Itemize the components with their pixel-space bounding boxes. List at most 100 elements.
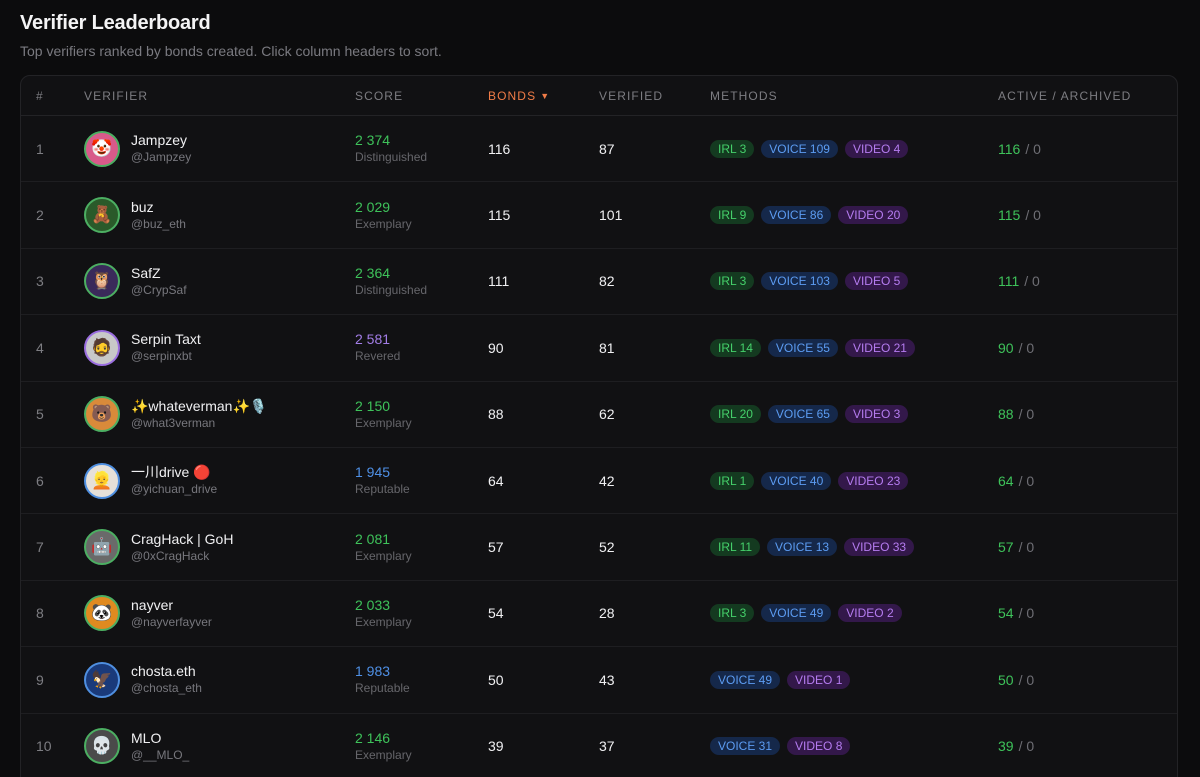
bonds-value: 90 — [488, 339, 504, 356]
verified-value: 101 — [599, 207, 623, 224]
verifier-name: SafZ — [131, 264, 161, 281]
verifier-handle: @buz_eth — [131, 216, 186, 231]
table-row[interactable]: 9 🦅 chosta.eth @chosta_eth 1 983 Reputab… — [21, 647, 1177, 714]
verifier-name: MLO — [131, 729, 162, 746]
irl-badge: IRL 9 — [710, 206, 755, 225]
score-tier: Exemplary — [355, 548, 412, 563]
voice-badge: VOICE 49 — [710, 670, 781, 689]
col-bonds-header[interactable]: BONDS ▼ — [488, 89, 550, 103]
verifier-name: nayver — [131, 596, 174, 613]
score-tier: Reputable — [355, 681, 410, 696]
archived-count: / 0 — [1018, 472, 1035, 489]
verifier-cell[interactable]: 🤖 CragHack | GoH @0xCragHack — [84, 514, 233, 579]
page-title: Verifier Leaderboard — [20, 12, 211, 34]
methods-badges: IRL 3 VOICE 103 VIDEO 5 — [710, 272, 909, 291]
rank: 7 — [36, 539, 44, 556]
col-active-archived-header[interactable]: ACTIVE / ARCHIVED — [998, 89, 1132, 103]
verifier-name: Jampzey — [131, 132, 188, 149]
verifier-cell[interactable]: 🐼 nayver @nayverfayver — [84, 581, 212, 646]
methods-badges: IRL 3 VOICE 49 VIDEO 2 — [710, 604, 902, 623]
score-value: 2 033 — [355, 596, 391, 613]
rank: 3 — [36, 273, 44, 290]
verifier-cell[interactable]: 💀 MLO @__MLO_ — [84, 714, 189, 777]
bonds-value: 54 — [488, 605, 504, 622]
video-badge: VIDEO 33 — [844, 538, 915, 557]
verifier-handle: @chosta_eth — [131, 681, 202, 696]
avatar: 🤖 — [84, 529, 120, 566]
irl-badge: IRL 1 — [710, 471, 755, 490]
rank: 10 — [36, 738, 52, 755]
table-row[interactable]: 10 💀 MLO @__MLO_ 2 146 Exemplary 39 37 V… — [21, 714, 1177, 777]
verifier-handle: @0xCragHack — [131, 548, 210, 563]
score-tier: Distinguished — [355, 150, 428, 165]
avatar: 🐼 — [84, 595, 120, 632]
archived-count: / 0 — [1018, 339, 1035, 356]
irl-badge: IRL 3 — [710, 604, 755, 623]
active-count: 54 — [998, 605, 1014, 622]
verifier-cell[interactable]: 🧔 Serpin Taxt @serpinxbt — [84, 315, 201, 380]
methods-badges: VOICE 31 VIDEO 8 — [710, 737, 851, 756]
verifier-cell[interactable]: 🐻 ✨whateverman✨🎙️ @what3verman — [84, 382, 267, 447]
table-row[interactable]: 5 🐻 ✨whateverman✨🎙️ @what3verman 2 150 E… — [21, 382, 1177, 448]
col-score-header[interactable]: SCORE — [355, 89, 404, 103]
video-badge: VIDEO 1 — [787, 670, 851, 689]
verifier-cell[interactable]: 👱 一川drive 🔴 @yichuan_drive — [84, 448, 217, 513]
table-row[interactable]: 3 🦉 SafZ @CrypSaf 2 364 Distinguished 11… — [21, 249, 1177, 316]
rank: 4 — [36, 339, 44, 356]
voice-badge: VOICE 31 — [710, 737, 781, 756]
bonds-value: 115 — [488, 207, 511, 224]
video-badge: VIDEO 5 — [844, 272, 909, 291]
verifier-cell[interactable]: 🦅 chosta.eth @chosta_eth — [84, 647, 202, 712]
archived-count: / 0 — [1018, 605, 1035, 622]
active-count: 111 — [998, 273, 1020, 290]
verifier-name: ✨whateverman✨🎙️ — [131, 397, 268, 414]
table-row[interactable]: 6 👱 一川drive 🔴 @yichuan_drive 1 945 Reput… — [21, 448, 1177, 515]
irl-badge: IRL 11 — [710, 538, 761, 557]
voice-badge: VOICE 65 — [767, 405, 838, 424]
bonds-value: 116 — [488, 140, 511, 157]
verifier-name: CragHack | GoH — [131, 530, 234, 547]
col-verified-header[interactable]: VERIFIED — [599, 89, 664, 103]
verifier-cell[interactable]: 🤡 Jampzey @Jampzey — [84, 116, 191, 181]
methods-badges: VOICE 49 VIDEO 1 — [710, 670, 851, 689]
col-methods-header[interactable]: METHODS — [710, 89, 778, 103]
verifier-cell[interactable]: 🦉 SafZ @CrypSaf — [84, 249, 187, 314]
active-count: 88 — [998, 406, 1014, 423]
archived-count: / 0 — [1018, 671, 1035, 688]
voice-badge: VOICE 49 — [761, 604, 832, 623]
table-row[interactable]: 4 🧔 Serpin Taxt @serpinxbt 2 581 Revered… — [21, 315, 1177, 382]
active-count: 50 — [998, 671, 1014, 688]
table-row[interactable]: 2 🧸 buz @buz_eth 2 029 Exemplary 115 101… — [21, 182, 1177, 249]
verifier-name: buz — [131, 198, 154, 215]
verifier-name: chosta.eth — [131, 663, 196, 680]
avatar: 🤡 — [84, 130, 120, 167]
col-rank-header[interactable]: # — [36, 89, 44, 103]
methods-badges: IRL 1 VOICE 40 VIDEO 23 — [710, 471, 909, 490]
active-count: 90 — [998, 339, 1014, 356]
archived-count: / 0 — [1018, 738, 1035, 755]
verified-value: 43 — [599, 671, 615, 688]
table-row[interactable]: 1 🤡 Jampzey @Jampzey 2 374 Distinguished… — [21, 116, 1177, 183]
score-tier: Exemplary — [355, 747, 412, 762]
score-value: 1 983 — [355, 663, 391, 680]
methods-badges: IRL 3 VOICE 109 VIDEO 4 — [710, 139, 909, 158]
page-subtitle: Top verifiers ranked by bonds created. C… — [20, 43, 442, 59]
table-row[interactable]: 8 🐼 nayver @nayverfayver 2 033 Exemplary… — [21, 581, 1177, 648]
bonds-value: 111 — [488, 273, 510, 290]
verifier-name: 一川drive 🔴 — [131, 464, 211, 481]
voice-badge: VOICE 13 — [767, 538, 838, 557]
verified-value: 81 — [599, 339, 615, 356]
video-badge: VIDEO 8 — [787, 737, 851, 756]
score-value: 2 364 — [355, 264, 391, 281]
active-count: 116 — [998, 140, 1021, 157]
col-verifier-header[interactable]: VERIFIER — [84, 89, 149, 103]
avatar: 🐻 — [84, 396, 120, 433]
verifier-handle: @nayverfayver — [131, 614, 212, 629]
archived-count: / 0 — [1024, 273, 1040, 290]
verified-value: 62 — [599, 406, 615, 423]
score-tier: Revered — [355, 349, 401, 364]
score-tier: Reputable — [355, 482, 410, 497]
verifier-cell[interactable]: 🧸 buz @buz_eth — [84, 182, 186, 247]
table-row[interactable]: 7 🤖 CragHack | GoH @0xCragHack 2 081 Exe… — [21, 514, 1177, 581]
verified-value: 87 — [599, 140, 615, 157]
